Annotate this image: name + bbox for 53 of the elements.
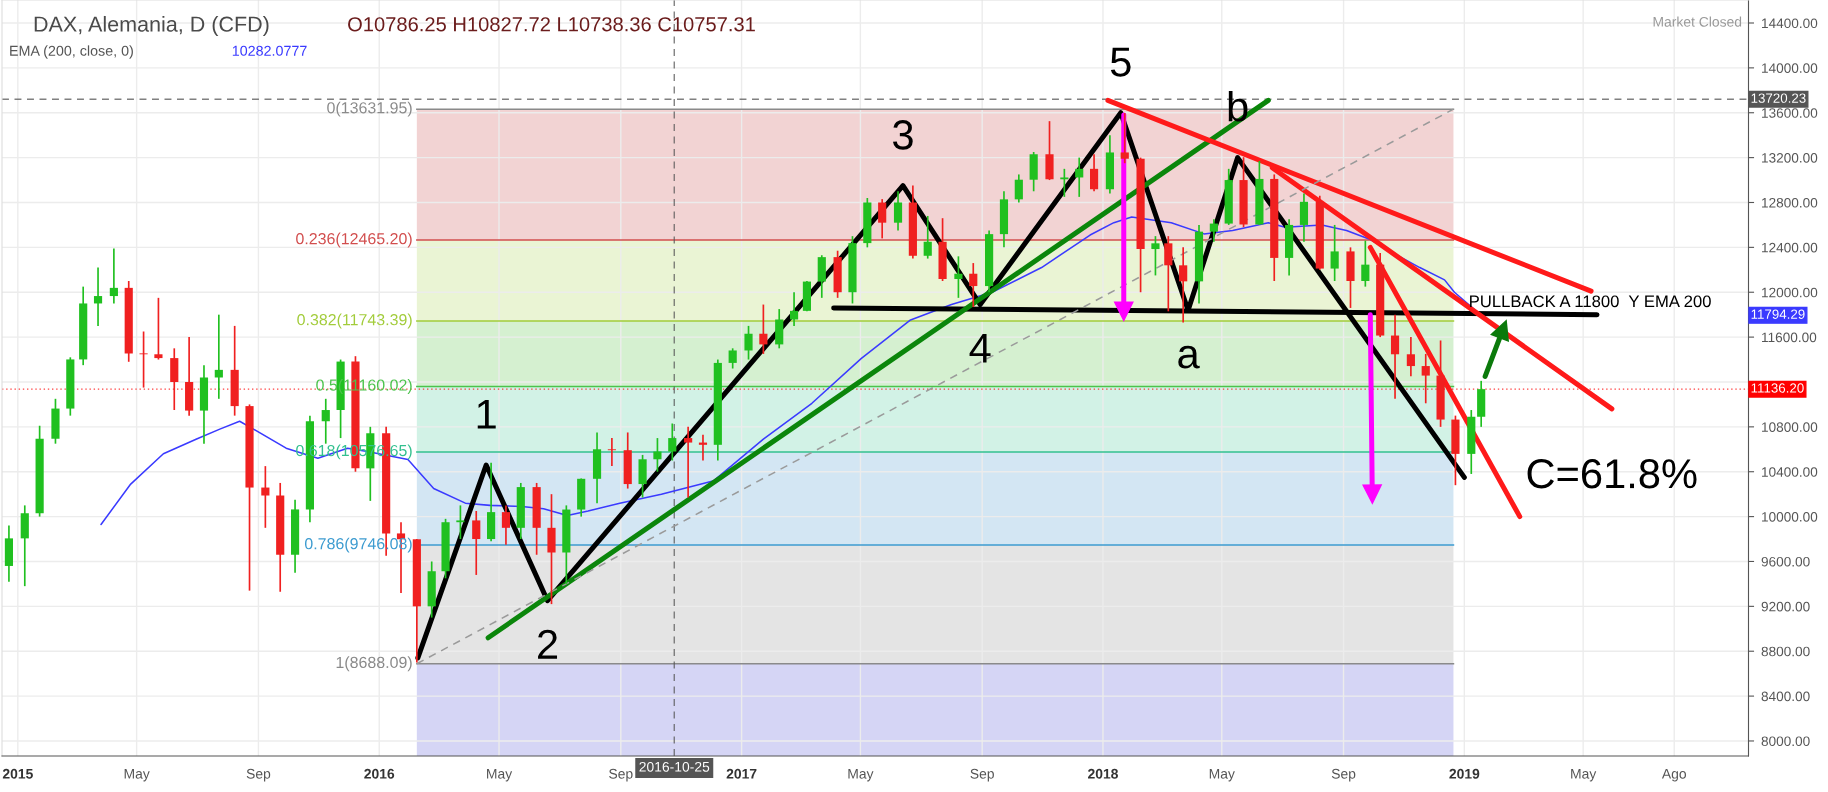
ref-line-label: 1(8688.09) xyxy=(336,656,412,672)
annotation: b xyxy=(1228,90,1248,122)
annotation: 10282.0777 xyxy=(232,45,307,56)
annotation: 3 xyxy=(892,120,913,150)
text: 11794.29 xyxy=(1751,309,1805,319)
x-tick-label: Sep xyxy=(246,768,271,782)
annotation: 2 xyxy=(538,629,558,659)
ref-line-label: 0.382(11743.39) xyxy=(297,313,412,329)
ref-line-label: 0.236(12465.20) xyxy=(296,232,412,248)
y-tick-label: 13200.00 xyxy=(1762,153,1818,163)
x-tick-label: 2017 xyxy=(726,768,757,779)
annotation: C=61.8% xyxy=(1527,459,1697,489)
x-tick-label: May xyxy=(124,769,150,782)
x-tick-label: Ago xyxy=(1661,769,1687,782)
y-tick-label: 13600.00 xyxy=(1762,108,1818,118)
y-tick-label: 12800.00 xyxy=(1762,197,1818,208)
x-tick-label: May xyxy=(1571,769,1597,782)
x-tick-label: 2019 xyxy=(1449,768,1480,779)
ref-line-label: 0(13631.95) xyxy=(327,101,412,117)
y-tick-label: 8800.00 xyxy=(1761,646,1810,657)
y-tick-label: 14000.00 xyxy=(1762,63,1818,73)
ref-line-label: 11136.20 xyxy=(1751,383,1804,393)
text: O10786.25 H10827.72 L10738.36 C10757.31 xyxy=(348,17,755,32)
annotation: Market Closed xyxy=(1653,16,1742,27)
y-tick-label: 11600.00 xyxy=(1762,332,1817,343)
annotation: 1 xyxy=(477,399,496,429)
ref-line-label: 13720.23 xyxy=(1751,93,1806,103)
annotation: EMA (200, close, 0) xyxy=(10,45,133,59)
annotation: 5 xyxy=(1110,47,1131,77)
y-tick-label: 12000.00 xyxy=(1762,287,1818,298)
x-tick-label: Sep xyxy=(609,768,633,782)
x-tick-label: 2015 xyxy=(2,768,33,779)
annotation: PULLBACK A 11800 Y EMA 200 xyxy=(1470,295,1711,308)
y-tick-label: 14400.00 xyxy=(1762,18,1818,29)
y-tick-label: 8000.00 xyxy=(1761,736,1810,747)
y-tick-label: 9200.00 xyxy=(1761,601,1810,612)
y-tick-label: 8400.00 xyxy=(1761,691,1810,702)
x-tick-label: 2016 xyxy=(364,768,395,779)
text: DAX, Alemania, D (CFD) xyxy=(34,15,269,37)
ref-line-label: 2016-10-25 xyxy=(639,761,710,772)
x-tick-label: Sep xyxy=(1331,768,1356,782)
x-tick-label: Sep xyxy=(970,768,994,782)
x-tick-label: May xyxy=(1209,769,1235,782)
y-tick-label: 12400.00 xyxy=(1762,242,1818,253)
x-tick-label: 2018 xyxy=(1088,768,1118,779)
annotation: 4 xyxy=(969,333,991,363)
y-tick-label: 10000.00 xyxy=(1762,512,1818,522)
x-tick-label: May xyxy=(487,769,513,782)
y-tick-label: 9600.00 xyxy=(1761,556,1810,567)
y-tick-label: 10800.00 xyxy=(1762,422,1818,432)
annotation: a xyxy=(1178,345,1200,369)
x-tick-label: May xyxy=(848,769,874,782)
y-tick-label: 10400.00 xyxy=(1762,467,1818,477)
